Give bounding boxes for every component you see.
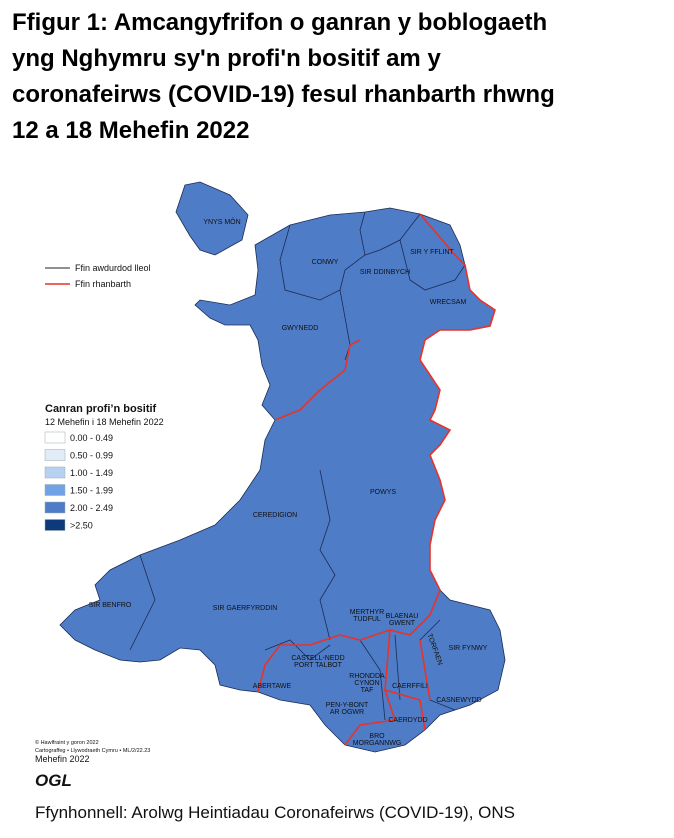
boundary (129, 554, 156, 651)
region-label: SIR GAERFYRDDIN (213, 605, 278, 612)
legend-swatch (44, 449, 66, 461)
region-label: RHONDDA (349, 673, 385, 680)
region-label: CYNON (354, 680, 379, 687)
region-label: CAERFFILI (392, 683, 428, 690)
region-label: TUDFUL (353, 616, 381, 623)
region-label: POWYS (370, 489, 396, 496)
legend-label: 0.50 - 0.99 (70, 451, 113, 461)
title-line: coronafeirws (COVID-19) fesul rhanbarth … (12, 81, 555, 108)
legend-label: 1.00 - 1.49 (70, 468, 113, 478)
legend: Ffin awdurdod lleol Ffin rhanbarth Canran … (44, 263, 164, 531)
title-block: Ffigur 1: Amcangyfrifon o ganran y boblo… (12, 9, 555, 144)
credit: © Hawlfraint y goron 2022 (35, 739, 99, 746)
region-label: AR OGWR (330, 709, 364, 716)
region-boundaries (257, 213, 496, 746)
legend-swatch (44, 431, 66, 444)
land (59, 207, 506, 753)
legend-swatch (44, 501, 66, 514)
legend-label: Ffin awdurdod lleol (75, 263, 151, 273)
credit: Cartograffeg • Llywodraeth Cymru • ML/2/… (35, 748, 150, 754)
region-label: PEN-Y-BONT (326, 702, 369, 709)
legend-subtitle: 12 Mehefin i 18 Mehefin 2022 (45, 417, 164, 427)
region-label: BLAENAU (386, 613, 419, 620)
legend-label: >2.50 (70, 521, 93, 531)
legend-swatch (44, 466, 66, 479)
region-label: CEREDIGION (253, 512, 297, 519)
logo: OGL (35, 771, 72, 790)
credits: © Hawlfraint y goron 2022 Cartograffeg • … (35, 739, 150, 790)
boundary (359, 619, 456, 721)
land (175, 181, 249, 256)
region-label: ABERTAWE (253, 683, 292, 690)
region-label: MERTHYR (350, 609, 384, 616)
region-label: CASTELL-NEDD (291, 655, 344, 662)
legend-swatch (44, 484, 66, 496)
credit: Mehefin 2022 (35, 754, 90, 764)
region-label: GWENT (389, 620, 416, 627)
boundary (264, 639, 331, 661)
title-line: Ffigur 1: Amcangyfrifon o ganran y boblo… (12, 9, 547, 36)
region-label: SIR DDINBYCH (360, 269, 410, 276)
legend-swatch (44, 519, 66, 531)
legend-title: Canran profi’n bositif (45, 403, 157, 415)
region-label: CAERDYDD (388, 717, 427, 724)
boundary (399, 239, 466, 291)
region-label: BRO (369, 733, 385, 740)
legend-label: 0.00 - 0.49 (70, 433, 113, 443)
legend-label: 2.00 - 2.49 (70, 503, 113, 513)
boundary (274, 339, 361, 421)
region-label: CONWY (312, 259, 339, 266)
region-label: SIR Y FFLINT (410, 249, 454, 256)
title-line: 12 a 18 Mehefin 2022 (12, 117, 249, 144)
region-label: WRECSAM (430, 299, 467, 306)
region-label: PORT TALBOT (294, 662, 342, 669)
boundary (257, 213, 496, 693)
title-line: yng Nghymru sy'n profi'n bositif am y (12, 45, 441, 72)
region-label: SIR BENFRO (89, 602, 132, 609)
legend-label: 1.50 - 1.99 (70, 486, 113, 496)
region-label: TAF (361, 687, 374, 694)
boundary (364, 213, 421, 256)
legend-label: Ffin rhanbarth (75, 279, 131, 289)
region-label: MORGANNWG (353, 740, 402, 747)
region-label: YNYS MÔN (203, 217, 240, 226)
map: YNYS MÔN CONWY SIR DDINBYCH SIR Y FFLINT WRE… (35, 181, 506, 790)
source: Ffynhonnell: Arolwg Heintiadau Coronafei… (35, 803, 515, 822)
region-label: GWYNEDD (282, 325, 319, 332)
region-label: SIR FYNWY (449, 645, 488, 652)
region-label: CASNEWYDD (436, 697, 482, 704)
boundary (319, 469, 336, 641)
boundary (344, 629, 431, 746)
